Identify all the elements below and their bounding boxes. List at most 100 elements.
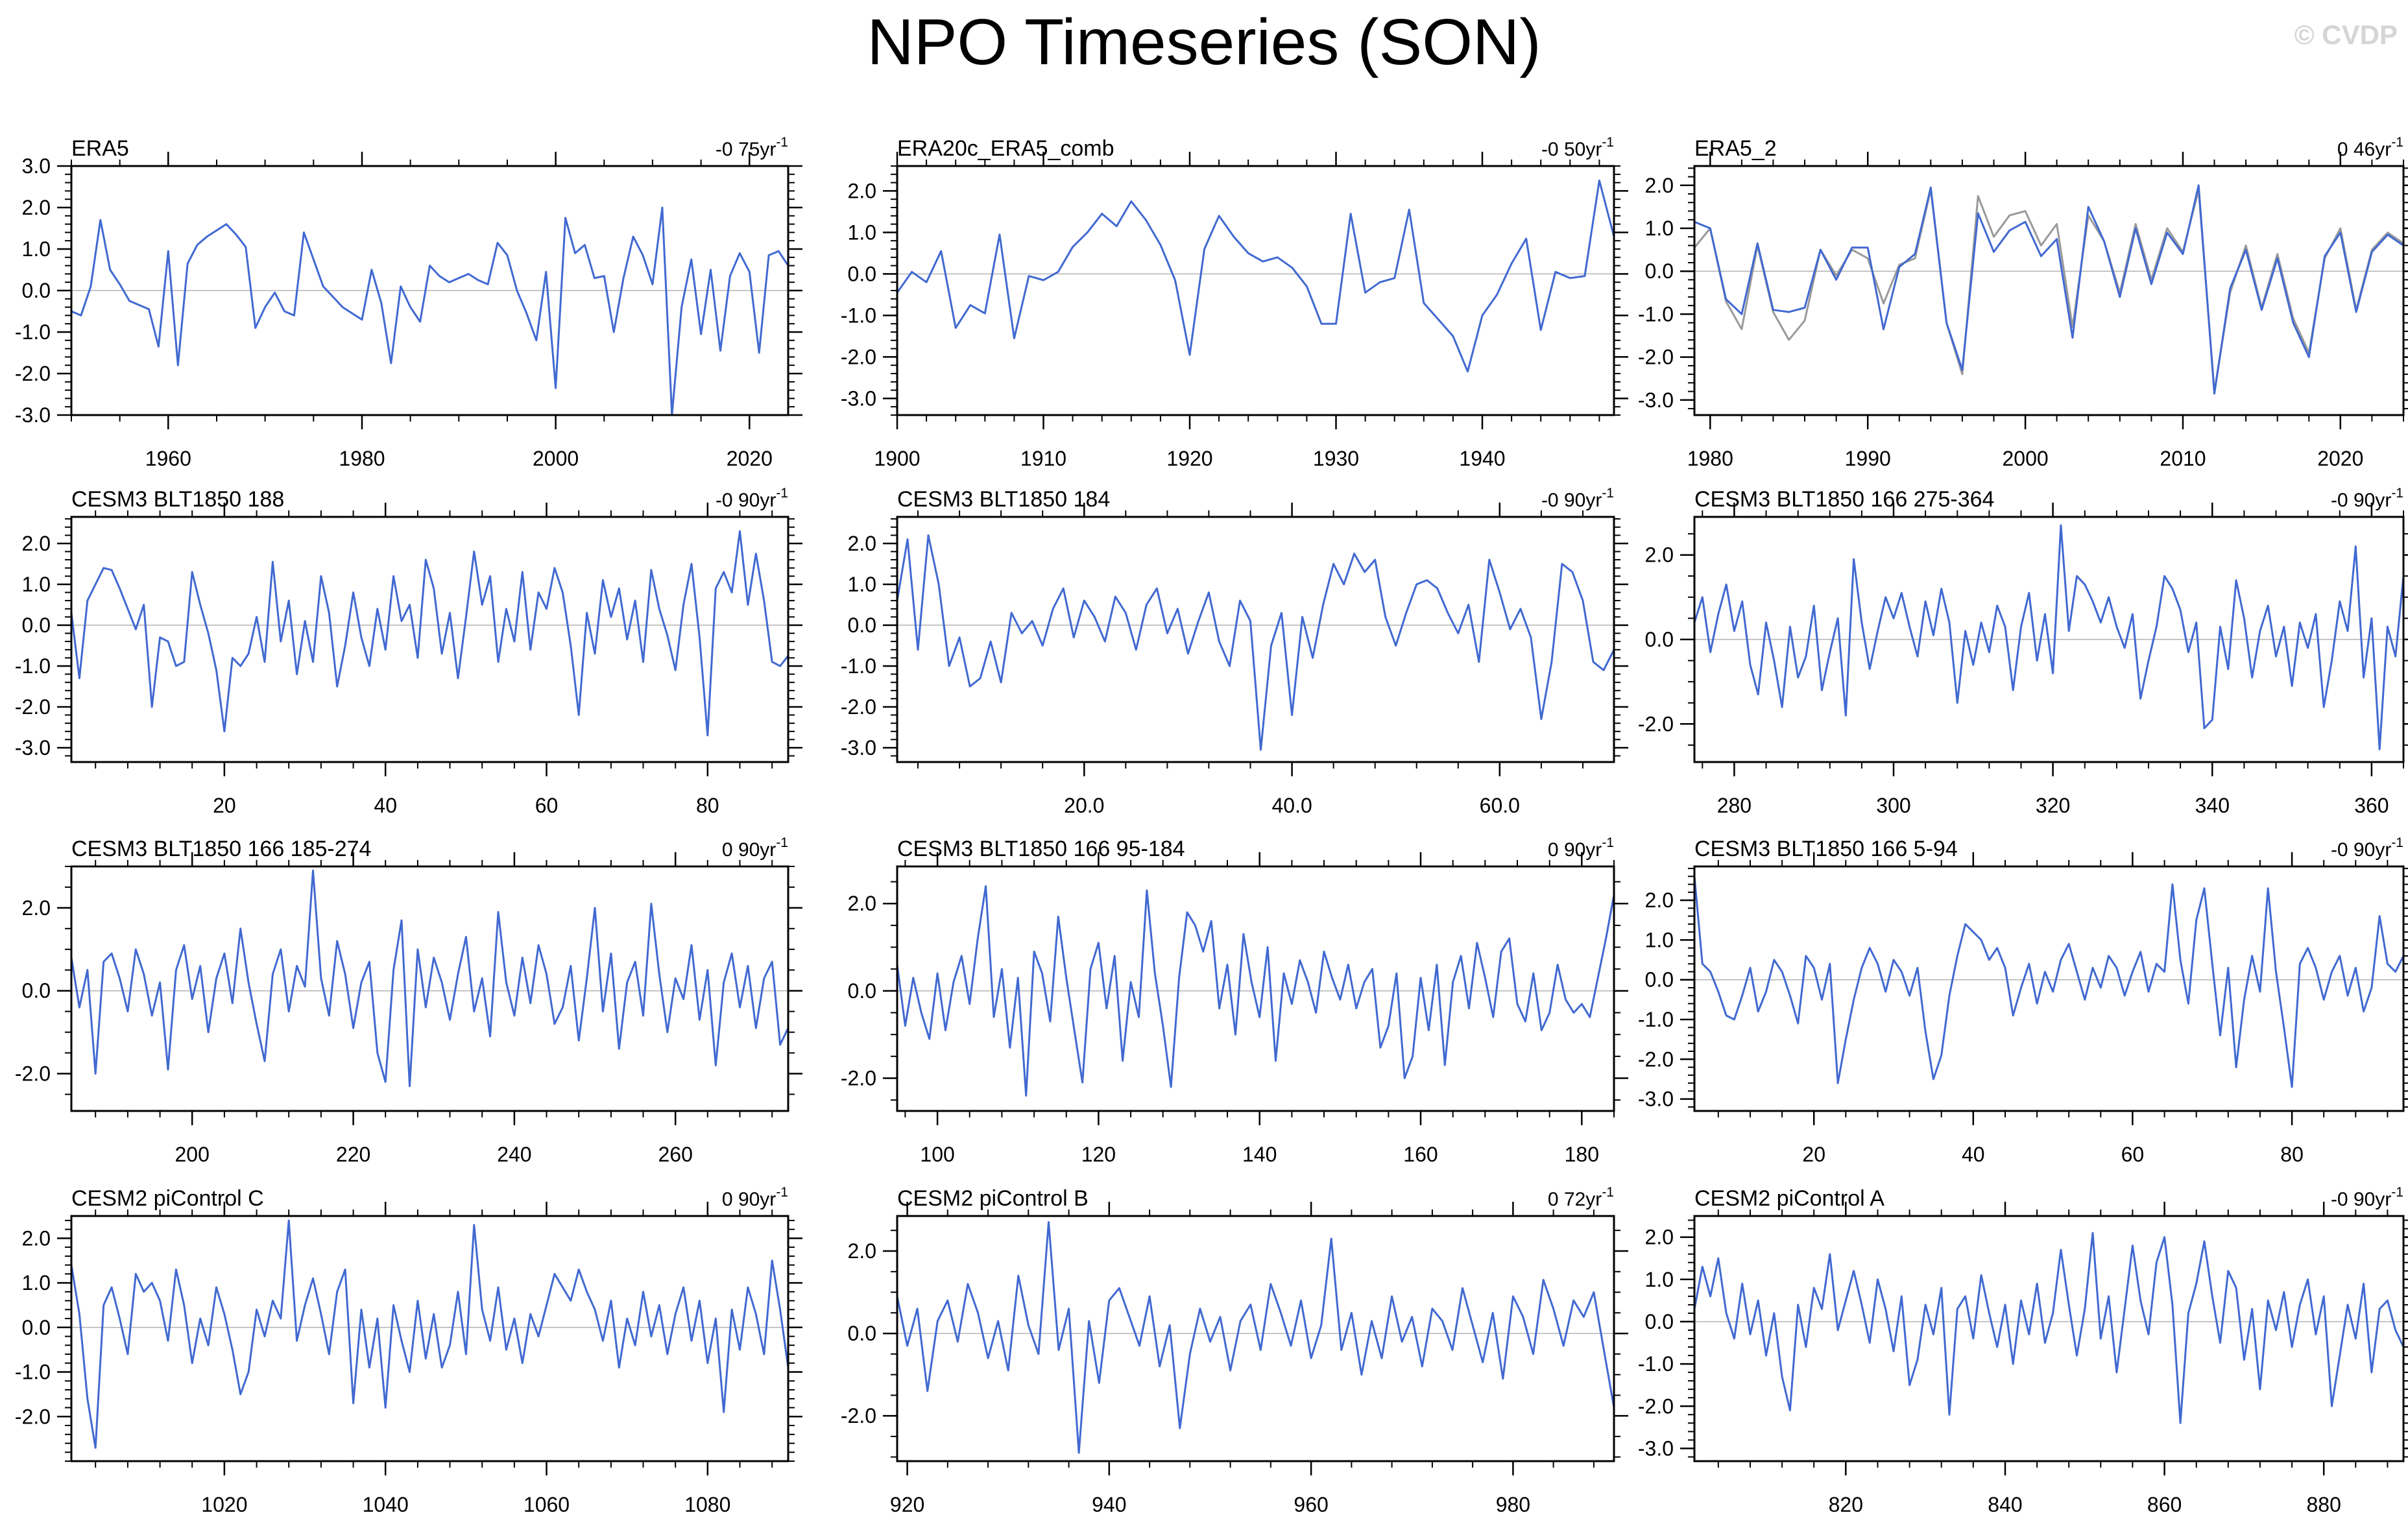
y-axis-label: 1.0 bbox=[1645, 217, 1674, 240]
panel-title: ERA5 bbox=[71, 136, 129, 161]
x-axis-label: 200 bbox=[175, 1143, 210, 1166]
x-axis-label: 80 bbox=[696, 794, 719, 817]
series-line-cesm3-blt1850-166-275-364 bbox=[1693, 524, 2405, 750]
y-axis-label: -1.0 bbox=[1638, 1008, 1674, 1031]
x-axis-label: 60 bbox=[2121, 1143, 2145, 1166]
y-axis-label: 2.0 bbox=[848, 1239, 876, 1263]
x-axis-label: 240 bbox=[497, 1143, 531, 1166]
x-axis-label: 1960 bbox=[145, 447, 191, 470]
y-axis-label: -3.0 bbox=[15, 403, 51, 427]
panel-trend-label: 0 90yr-1 bbox=[1548, 835, 1614, 861]
series-line-cesm2-picontrol-a bbox=[1693, 1232, 2405, 1424]
y-axis-label: 2.0 bbox=[1645, 543, 1674, 567]
axis-tick-labels: 2.0 0.0 -2.0 280 300 320 340 360 bbox=[1638, 543, 2389, 817]
y-axis-label: 1.0 bbox=[22, 237, 51, 261]
y-axis-label: -3.0 bbox=[1638, 1437, 1674, 1460]
panel-trend-label: -0 90yr-1 bbox=[2331, 1185, 2403, 1210]
axis-tick-labels: 2.0 1.0 0.0 -1.0 -2.0 -3.0 1900 1910 1920 1930 194… bbox=[841, 179, 1506, 470]
plot-frame bbox=[896, 516, 1615, 763]
x-axis-label: 80 bbox=[2280, 1143, 2304, 1166]
panel-trend-label: 0 72yr-1 bbox=[1548, 1185, 1614, 1210]
x-axis-label: 840 bbox=[1988, 1493, 2022, 1516]
panel-title: CESM3 BLT1850 166 275-364 bbox=[1694, 487, 1994, 512]
y-axis-label: -1.0 bbox=[1638, 1352, 1674, 1376]
x-axis-label: 1980 bbox=[339, 447, 385, 470]
series-line-era5 bbox=[70, 206, 789, 416]
y-axis-label: 1.0 bbox=[1645, 928, 1674, 951]
x-axis-label: 60.0 bbox=[1480, 794, 1520, 817]
axis-tick-labels: 2.0 1.0 0.0 -1.0 -2.0 -3.0 820 840 860 880 bbox=[1638, 1226, 2341, 1516]
timeseries-panel-12: 2.0 1.0 0.0 -1.0 -2.0 -3.0 820 840 860 880 CESM2 p… bbox=[1638, 1185, 2408, 1516]
x-axis-label: 160 bbox=[1403, 1143, 1438, 1166]
y-axis-label: 1.0 bbox=[22, 573, 51, 596]
x-axis-label: 960 bbox=[1294, 1493, 1328, 1516]
series-line-cesm3-blt1850-166-5-94 bbox=[1693, 875, 2405, 1088]
y-axis-label: 2.0 bbox=[848, 532, 876, 555]
plot-frame bbox=[1693, 165, 2405, 416]
axis-ticks bbox=[1680, 503, 2408, 776]
y-axis-label: -3.0 bbox=[1638, 1088, 1674, 1111]
y-axis-label: -2.0 bbox=[15, 362, 51, 385]
x-axis-label: 2000 bbox=[533, 447, 579, 470]
axis-ticks bbox=[57, 503, 802, 776]
panel-title: CESM3 BLT1850 188 bbox=[71, 487, 284, 512]
x-axis-label: 180 bbox=[1565, 1143, 1599, 1166]
axis-ticks bbox=[883, 503, 1628, 776]
panel-trend-label: -0 90yr-1 bbox=[2331, 486, 2403, 511]
x-axis-label: 120 bbox=[1081, 1143, 1116, 1166]
x-axis-label: 280 bbox=[1717, 794, 1752, 817]
axis-ticks bbox=[1680, 1202, 2408, 1475]
plot-frame bbox=[70, 516, 789, 763]
y-axis-label: -1.0 bbox=[841, 654, 876, 678]
y-axis-label: 0.0 bbox=[22, 979, 51, 1003]
series-line-reference bbox=[1693, 188, 2405, 393]
series-line-cesm3-blt1850-184 bbox=[896, 534, 1615, 751]
x-axis-label: 40.0 bbox=[1271, 794, 1312, 817]
x-axis-label: 1920 bbox=[1166, 447, 1212, 470]
y-axis-label: 2.0 bbox=[1645, 174, 1674, 197]
axis-tick-labels: 2.0 1.0 0.0 -1.0 -2.0 -3.0 20 40 60 80 bbox=[1638, 888, 2304, 1166]
y-axis-label: -2.0 bbox=[841, 345, 876, 368]
x-axis-label: 220 bbox=[336, 1143, 370, 1166]
plot-frame bbox=[70, 1215, 789, 1462]
y-axis-label: 0.0 bbox=[848, 262, 876, 285]
series-line-cesm2-picontrol-b bbox=[896, 1221, 1615, 1454]
x-axis-label: 1040 bbox=[363, 1493, 409, 1516]
panel-trend-label: -0 50yr-1 bbox=[1541, 135, 1614, 160]
panel-title: CESM2 piControl A bbox=[1694, 1186, 1884, 1211]
x-axis-label: 2020 bbox=[2317, 447, 2363, 470]
x-axis-label: 40 bbox=[374, 794, 397, 817]
y-axis-label: -3.0 bbox=[15, 736, 51, 759]
y-axis-label: 3.0 bbox=[22, 154, 51, 178]
cvdp-watermark: © CVDP bbox=[2294, 19, 2398, 50]
y-axis-label: 1.0 bbox=[1645, 1268, 1674, 1291]
axis-ticks bbox=[883, 152, 1628, 429]
y-axis-label: 0.0 bbox=[22, 279, 51, 302]
y-axis-label: -2.0 bbox=[15, 1405, 51, 1428]
x-axis-label: 100 bbox=[920, 1143, 954, 1166]
panel-trend-label: -0 90yr-1 bbox=[1541, 486, 1614, 511]
x-axis-label: 20 bbox=[213, 794, 236, 817]
y-axis-label: 0.0 bbox=[1645, 968, 1674, 992]
timeseries-panel-7: 2.0 0.0 -2.0 200 220 240 260 CESM3 BLT1850 166 … bbox=[15, 835, 802, 1166]
x-axis-label: 1020 bbox=[201, 1493, 247, 1516]
y-axis-label: 0.0 bbox=[22, 614, 51, 637]
series-line-cesm2-picontrol-c bbox=[70, 1219, 789, 1449]
y-axis-label: -3.0 bbox=[841, 387, 876, 410]
plot-frame bbox=[1693, 865, 2405, 1112]
x-axis-label: 1930 bbox=[1313, 447, 1359, 470]
panel-title: CESM3 BLT1850 184 bbox=[897, 487, 1110, 512]
y-axis-label: -1.0 bbox=[1638, 302, 1674, 326]
axis-tick-labels: 3.0 2.0 1.0 0.0 -1.0 -2.0 -3.0 1960 1980 2000 2020 bbox=[15, 154, 773, 470]
x-axis-label: 20 bbox=[1802, 1143, 1825, 1166]
x-axis-label: 860 bbox=[2147, 1493, 2182, 1516]
panel-trend-label: 0 46yr-1 bbox=[2337, 135, 2403, 160]
x-axis-label: 920 bbox=[890, 1493, 924, 1516]
x-axis-label: 260 bbox=[658, 1143, 693, 1166]
axis-tick-labels: 2.0 1.0 0.0 -1.0 -2.0 -3.0 20.0 40.0 60.0 bbox=[841, 532, 1520, 817]
y-axis-label: 0.0 bbox=[848, 979, 876, 1003]
axis-tick-labels: 2.0 1.0 0.0 -1.0 -2.0 1020 1040 1060 1080 bbox=[15, 1226, 731, 1516]
timeseries-panel-6: 2.0 0.0 -2.0 280 300 320 340 360 CESM3 BLT1850 1… bbox=[1638, 486, 2408, 817]
x-axis-label: 60 bbox=[535, 794, 559, 817]
x-axis-label: 1080 bbox=[684, 1493, 730, 1516]
